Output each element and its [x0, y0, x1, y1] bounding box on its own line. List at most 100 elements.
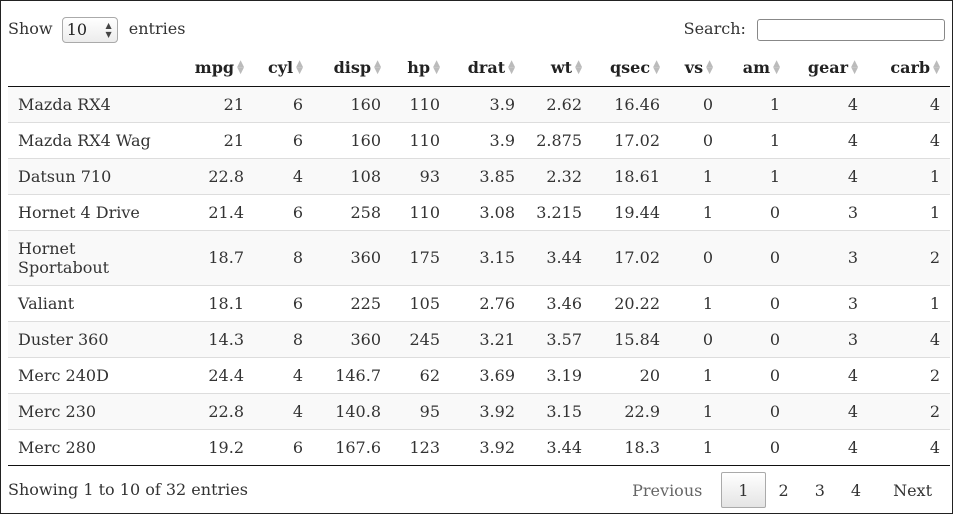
column-header-label: gear — [807, 57, 849, 77]
cell-disp: 146.7 — [313, 356, 391, 393]
column-header-carb[interactable]: carb ▲ ▼ — [868, 49, 950, 87]
column-header-am[interactable]: am ▲ ▼ — [723, 49, 790, 87]
column-header-label: drat — [467, 57, 506, 77]
cell-vs: 0 — [670, 320, 723, 357]
cell-disp: 160 — [313, 86, 391, 122]
cell-hp: 93 — [391, 157, 450, 194]
cell-wt: 2.32 — [525, 157, 592, 194]
table-row: Datsun 710 22.8 4 108 93 3.85 2.32 18.61 1 1 4 1 — [8, 157, 950, 194]
cell-mpg: 24.4 — [187, 356, 254, 393]
cell-drat: 2.76 — [450, 284, 525, 321]
cell-qsec: 18.3 — [592, 428, 670, 465]
column-header-label: disp — [333, 57, 372, 77]
column-header-disp[interactable]: disp ▲ ▼ — [313, 49, 391, 87]
cell-vs: 0 — [670, 121, 723, 158]
cell-carb: 4 — [868, 320, 950, 357]
cell-disp: 258 — [313, 193, 391, 230]
cell-vs: 1 — [670, 356, 723, 393]
column-header-mpg[interactable]: mpg ▲ ▼ — [187, 49, 254, 87]
cell-vs: 1 — [670, 157, 723, 194]
column-header-drat[interactable]: drat ▲ ▼ — [450, 49, 525, 87]
cell-hp: 175 — [391, 229, 450, 285]
cell-wt: 3.57 — [525, 320, 592, 357]
cell-vs: 1 — [670, 428, 723, 465]
column-header-qsec[interactable]: qsec ▲ ▼ — [592, 49, 670, 87]
cell-wt: 2.875 — [525, 121, 592, 158]
row-name-cell: Duster 360 — [8, 320, 187, 357]
cell-am: 0 — [723, 356, 790, 393]
cell-am: 0 — [723, 193, 790, 230]
row-name-cell: Mazda RX4 — [8, 86, 187, 122]
sort-arrows-icon: ▲ ▼ — [237, 59, 244, 77]
page-button-4[interactable]: 4 — [850, 481, 862, 500]
sort-arrows-icon: ▲ ▼ — [933, 59, 940, 77]
page-button-1[interactable]: 1 — [721, 472, 766, 508]
search-input[interactable] — [757, 18, 945, 41]
table-info: Showing 1 to 10 of 32 entries — [8, 480, 248, 499]
column-header-vs[interactable]: vs ▲ ▼ — [670, 49, 723, 87]
cell-am: 0 — [723, 320, 790, 357]
cell-gear: 4 — [790, 428, 868, 465]
column-header-gear[interactable]: gear ▲ ▼ — [790, 49, 868, 87]
cell-am: 1 — [723, 157, 790, 194]
row-name-cell: Datsun 710 — [8, 157, 187, 194]
select-arrows-icon: ▲ ▼ — [105, 20, 112, 39]
column-header-label: vs — [684, 57, 704, 77]
cell-hp: 110 — [391, 121, 450, 158]
cell-hp: 62 — [391, 356, 450, 393]
cell-vs: 1 — [670, 193, 723, 230]
page-button-3[interactable]: 3 — [814, 481, 825, 500]
column-header-label: am — [742, 57, 771, 77]
entries-length-control: Show 10 ▲ ▼ entries — [8, 14, 185, 44]
cell-am: 0 — [723, 392, 790, 429]
cell-gear: 4 — [790, 392, 868, 429]
table-row: Merc 240D 24.4 4 146.7 62 3.69 3.19 20 1 0 4 2 — [8, 356, 950, 393]
cell-carb: 1 — [868, 193, 950, 230]
cell-drat: 3.85 — [450, 157, 525, 194]
cell-hp: 95 — [391, 392, 450, 429]
next-button[interactable]: Next — [893, 481, 932, 500]
cell-hp: 123 — [391, 428, 450, 465]
search-control: Search: — [684, 14, 945, 44]
cell-gear: 3 — [790, 193, 868, 230]
cell-disp: 108 — [313, 157, 391, 194]
cell-cyl: 8 — [254, 229, 313, 285]
column-header-label: mpg — [194, 57, 235, 77]
cell-disp: 360 — [313, 229, 391, 285]
cell-qsec: 18.61 — [592, 157, 670, 194]
cell-vs: 1 — [670, 284, 723, 321]
cell-gear: 3 — [790, 229, 868, 285]
table-bottom-rule — [8, 465, 950, 466]
table-controls: Show 10 ▲ ▼ entries Search: — [8, 14, 945, 44]
table-body: Mazda RX4 21 6 160 110 3.9 2.62 16.46 0 1 4 4 Mazda … — [8, 86, 950, 465]
column-header-label: hp — [407, 57, 431, 77]
table-row: Duster 360 14.3 8 360 245 3.21 3.57 15.84 0 0 3 4 — [8, 320, 950, 357]
page-button-2[interactable]: 2 — [778, 481, 789, 500]
cell-drat: 3.92 — [450, 428, 525, 465]
cell-vs: 1 — [670, 392, 723, 429]
previous-button[interactable]: Previous — [632, 481, 703, 500]
cell-am: 1 — [723, 121, 790, 158]
table-row: Hornet Sportabout 18.7 8 360 175 3.15 3.44 17.02… — [8, 229, 950, 285]
column-header-cyl[interactable]: cyl ▲ ▼ — [254, 49, 313, 87]
cell-mpg: 18.1 — [187, 284, 254, 321]
column-header-rowname[interactable] — [8, 49, 187, 87]
column-header-wt[interactable]: wt ▲ ▼ — [525, 49, 592, 87]
pagination: Previous 1 2 3 4 Next — [619, 472, 945, 508]
sort-arrows-icon: ▲ ▼ — [706, 59, 713, 77]
entries-select[interactable]: 10 ▲ ▼ — [61, 16, 118, 43]
cell-carb: 2 — [868, 392, 950, 429]
cell-qsec: 17.02 — [592, 121, 670, 158]
entries-select-value: 10 — [66, 19, 88, 39]
cell-carb: 4 — [868, 121, 950, 158]
column-header-hp[interactable]: hp ▲ ▼ — [391, 49, 450, 87]
table-row: Mazda RX4 21 6 160 110 3.9 2.62 16.46 0 1 4 4 — [8, 86, 950, 122]
cell-drat: 3.9 — [450, 121, 525, 158]
cell-carb: 1 — [868, 157, 950, 194]
cell-qsec: 16.46 — [592, 86, 670, 122]
cell-qsec: 20 — [592, 356, 670, 393]
column-header-label: cyl — [267, 57, 294, 77]
cell-am: 0 — [723, 229, 790, 285]
